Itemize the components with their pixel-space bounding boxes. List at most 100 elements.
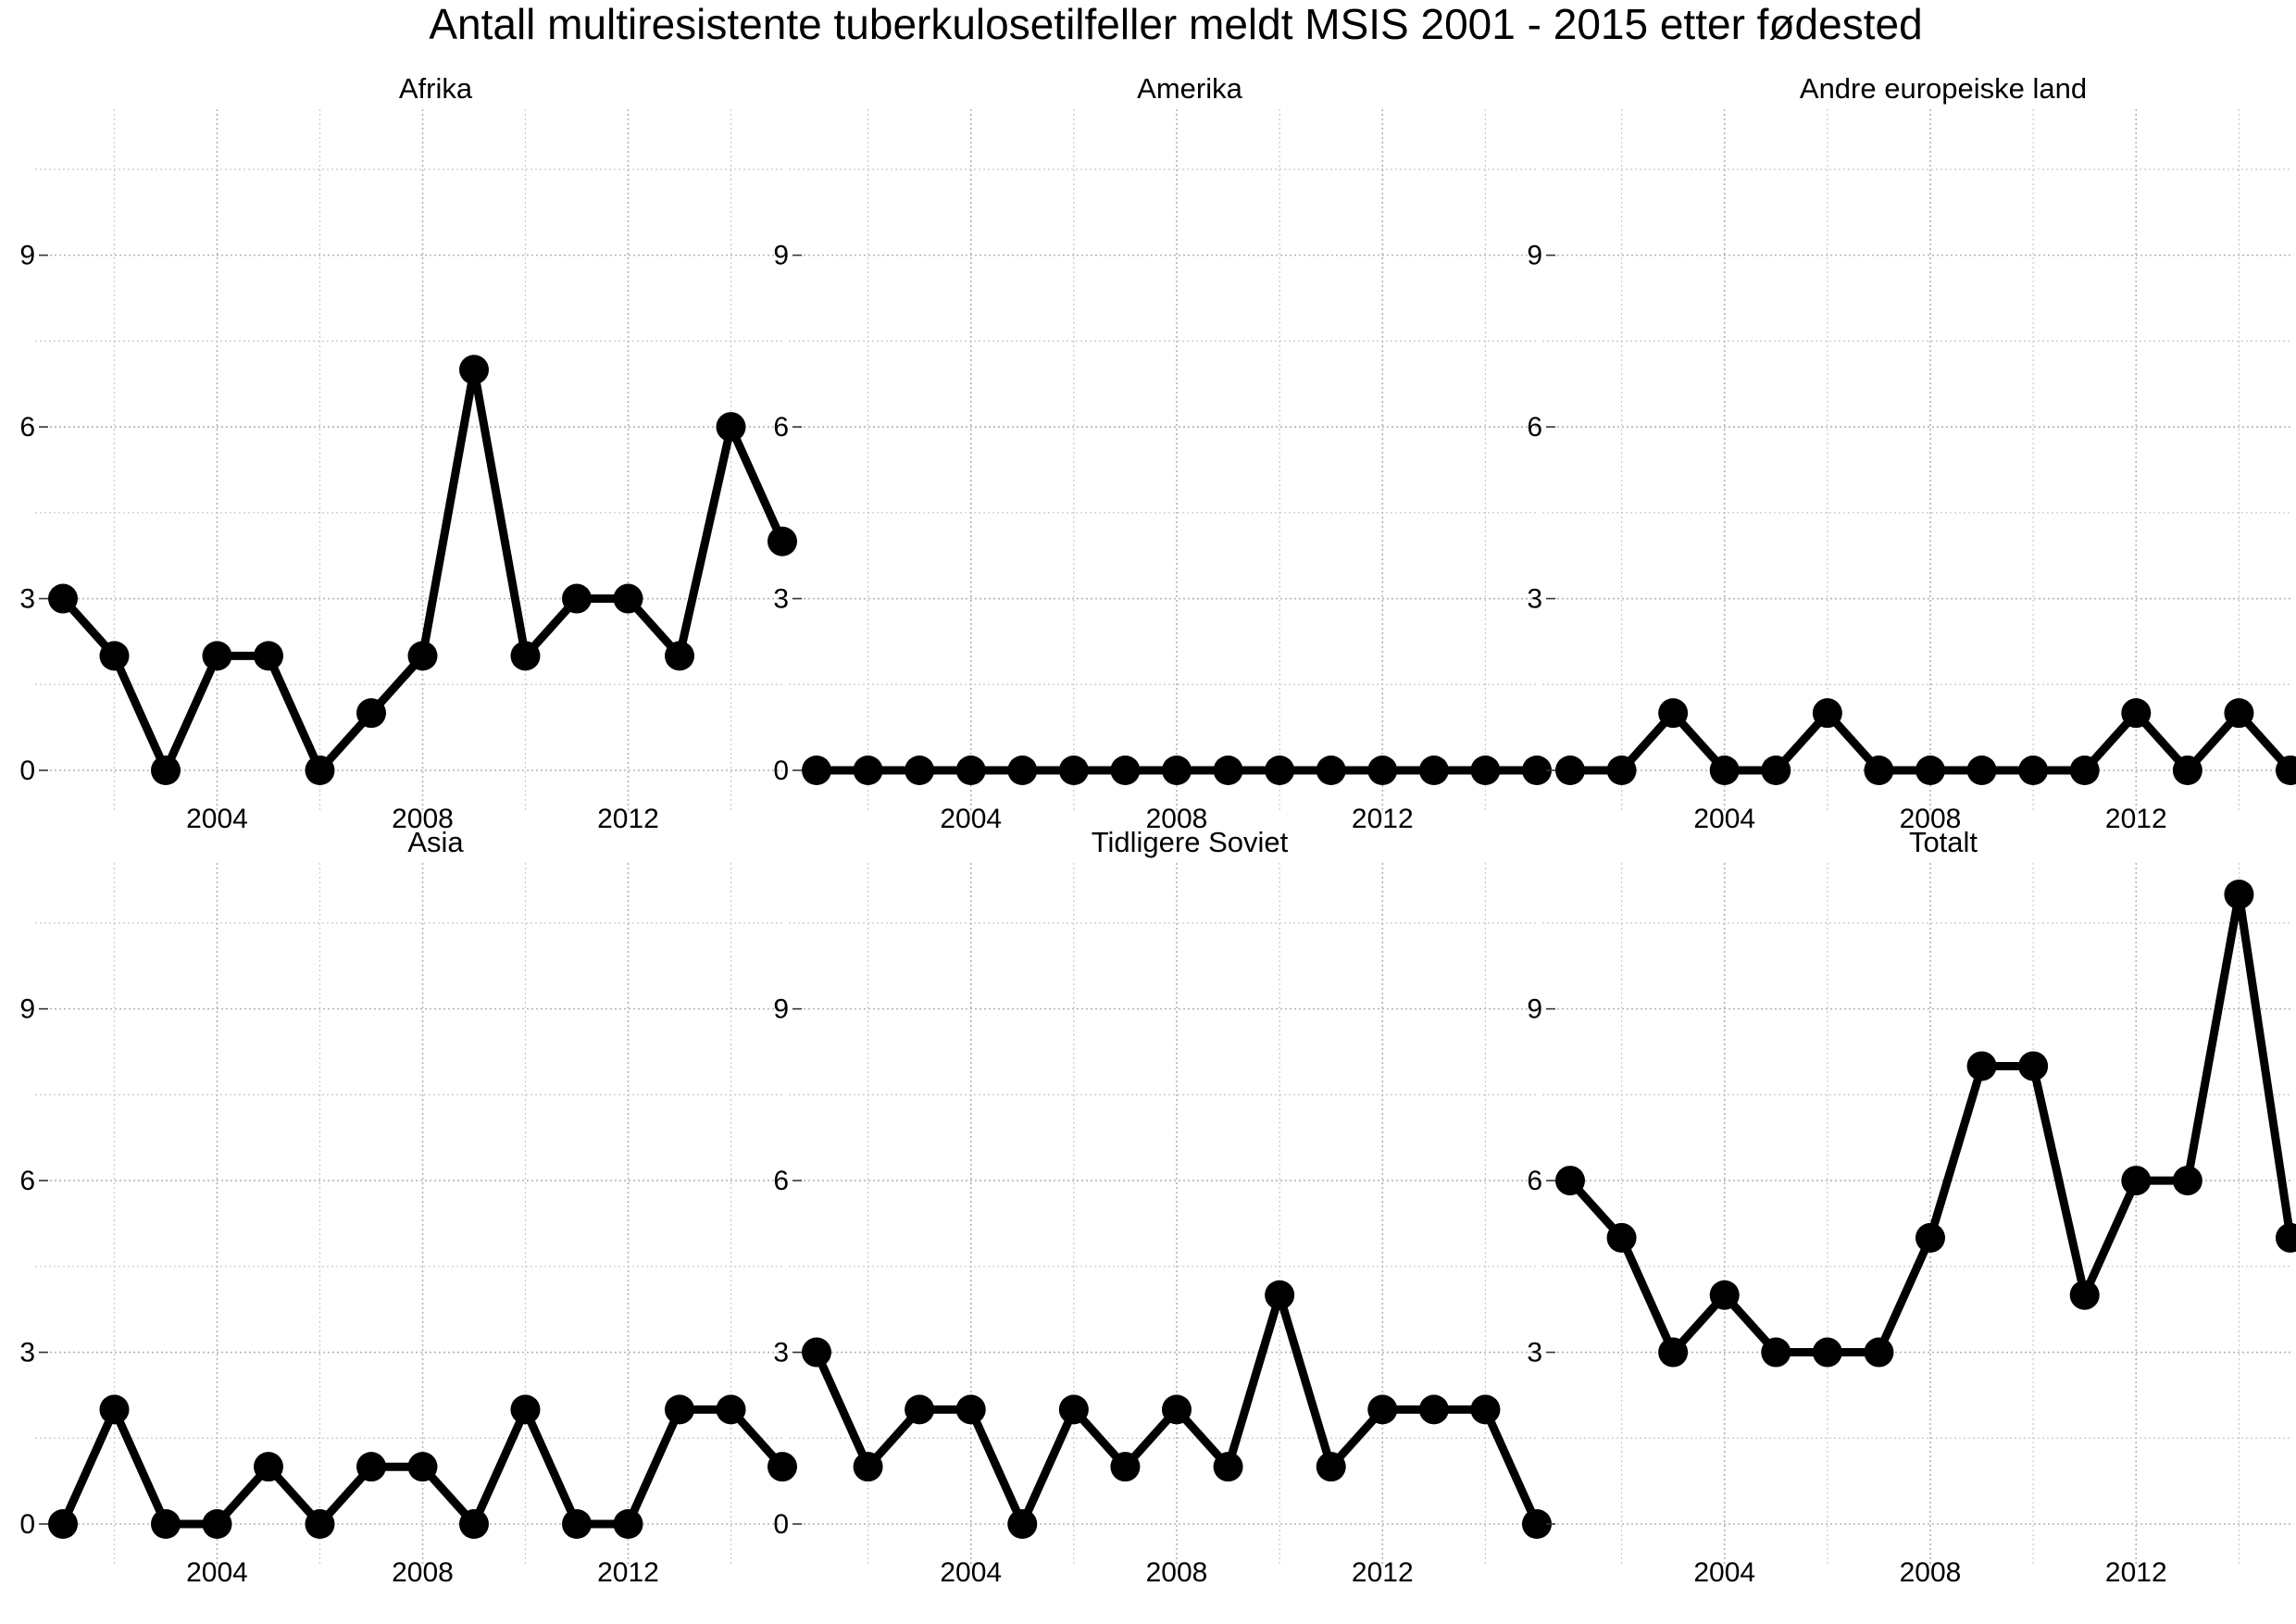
x-tick-label: 2004 — [1693, 804, 1755, 834]
data-point — [1709, 756, 1740, 785]
data-point — [905, 1394, 935, 1425]
y-tick-label: 9 — [1527, 994, 1542, 1025]
data-point — [1470, 756, 1501, 785]
data-point — [1213, 756, 1243, 785]
data-point — [1761, 1337, 1791, 1368]
y-tick-label: 0 — [19, 1509, 35, 1540]
data-point — [1418, 1394, 1449, 1425]
data-point — [1367, 1394, 1398, 1425]
data-point — [459, 355, 489, 385]
data-point — [802, 1337, 831, 1368]
data-point — [767, 526, 797, 556]
data-point — [356, 1452, 386, 1482]
data-point — [1470, 1394, 1501, 1425]
data-point — [2276, 1222, 2296, 1253]
facet-panels: 0 3 6 9 2004 2008 2012 Afrika 0 3 6 9 2004 2008 2012 Am… — [19, 72, 2296, 1588]
data-point — [2018, 1051, 2049, 1081]
data-point — [2069, 1280, 2100, 1310]
y-tick-label: 3 — [19, 1338, 35, 1368]
data-point — [1265, 756, 1295, 785]
data-point — [1709, 1280, 1740, 1310]
data-point — [1110, 1452, 1141, 1482]
x-tick-label: 2004 — [940, 1557, 1002, 1588]
x-tick-label: 2012 — [597, 1557, 659, 1588]
y-tick-label: 6 — [19, 412, 35, 443]
y-tick-label: 3 — [773, 1338, 789, 1368]
data-point — [2172, 756, 2202, 785]
facet-panel: 0 3 6 9 2004 2008 2012 Andre europeiske land — [1527, 72, 2296, 834]
data-point — [1812, 1337, 1842, 1368]
data-point — [1213, 1452, 1243, 1482]
facet-title: Asia — [407, 826, 464, 858]
facet-title: Afrika — [399, 72, 473, 105]
data-point — [407, 1452, 438, 1482]
y-tick-label: 9 — [19, 241, 35, 271]
data-point — [2224, 880, 2254, 909]
data-point — [1658, 698, 1689, 729]
data-point — [613, 583, 643, 614]
data-point — [1522, 756, 1552, 785]
data-point — [1606, 1222, 1637, 1253]
y-tick-label: 0 — [19, 756, 35, 786]
data-point — [254, 1452, 283, 1482]
facet-title: Totalt — [1909, 826, 1978, 858]
data-point — [562, 583, 592, 614]
data-point — [1316, 756, 1346, 785]
data-point — [1007, 1509, 1038, 1539]
y-tick-label: 9 — [19, 994, 35, 1025]
chart-title: Antall multiresistente tuberkulosetilfel… — [429, 0, 1922, 48]
data-point — [407, 641, 438, 671]
data-point — [1058, 1394, 1089, 1425]
facet-panel: 0 3 6 9 2004 2008 2012 Tidligere Soviet — [773, 826, 1552, 1588]
data-point — [1658, 1337, 1689, 1368]
y-tick-label: 0 — [773, 1509, 789, 1540]
data-point — [1110, 756, 1141, 785]
y-tick-label: 0 — [773, 756, 789, 786]
data-point — [305, 756, 335, 785]
data-point — [510, 1394, 541, 1425]
y-tick-label: 3 — [1527, 584, 1542, 615]
data-point — [716, 1394, 746, 1425]
x-tick-label: 2008 — [1146, 804, 1208, 834]
data-point — [151, 1509, 181, 1539]
data-point — [905, 756, 935, 785]
data-point — [2121, 1166, 2152, 1196]
data-point — [254, 641, 283, 671]
facet-panel: 0 3 6 9 2004 2008 2012 Totalt — [1527, 826, 2296, 1588]
x-tick-label: 2008 — [1146, 1557, 1208, 1588]
data-point — [767, 1452, 797, 1482]
data-point — [2069, 756, 2100, 785]
facet-panel: 0 3 6 9 2004 2008 2012 Afrika — [19, 72, 797, 834]
facet-title: Tidligere Soviet — [1092, 826, 1289, 858]
data-point — [853, 1452, 883, 1482]
y-tick-label: 9 — [773, 241, 789, 271]
data-point — [202, 1509, 232, 1539]
y-tick-label: 6 — [773, 1166, 789, 1196]
data-point — [1316, 1452, 1346, 1482]
data-point — [1367, 756, 1398, 785]
data-point — [1864, 1337, 1894, 1368]
x-tick-label: 2004 — [186, 1557, 248, 1588]
data-point — [1812, 698, 1842, 729]
y-tick-label: 6 — [1527, 1166, 1542, 1196]
data-point — [2224, 698, 2254, 729]
data-point — [2172, 1166, 2202, 1196]
data-point — [48, 583, 78, 614]
x-tick-label: 2004 — [940, 804, 1002, 834]
y-tick-label: 6 — [773, 412, 789, 443]
data-point — [1162, 756, 1192, 785]
data-point — [716, 412, 746, 443]
data-point — [955, 756, 986, 785]
data-point — [1606, 756, 1637, 785]
data-point — [1058, 756, 1089, 785]
data-point — [562, 1509, 592, 1539]
data-point — [1915, 1222, 1945, 1253]
data-point — [2121, 698, 2152, 729]
data-point — [48, 1509, 78, 1539]
y-tick-label: 6 — [1527, 412, 1542, 443]
x-tick-label: 2008 — [1900, 1557, 1962, 1588]
y-tick-label: 3 — [773, 584, 789, 615]
facet-panel: 0 3 6 9 2004 2008 2012 Asia — [19, 826, 797, 1588]
y-tick-label: 3 — [19, 584, 35, 615]
data-point — [99, 641, 130, 671]
